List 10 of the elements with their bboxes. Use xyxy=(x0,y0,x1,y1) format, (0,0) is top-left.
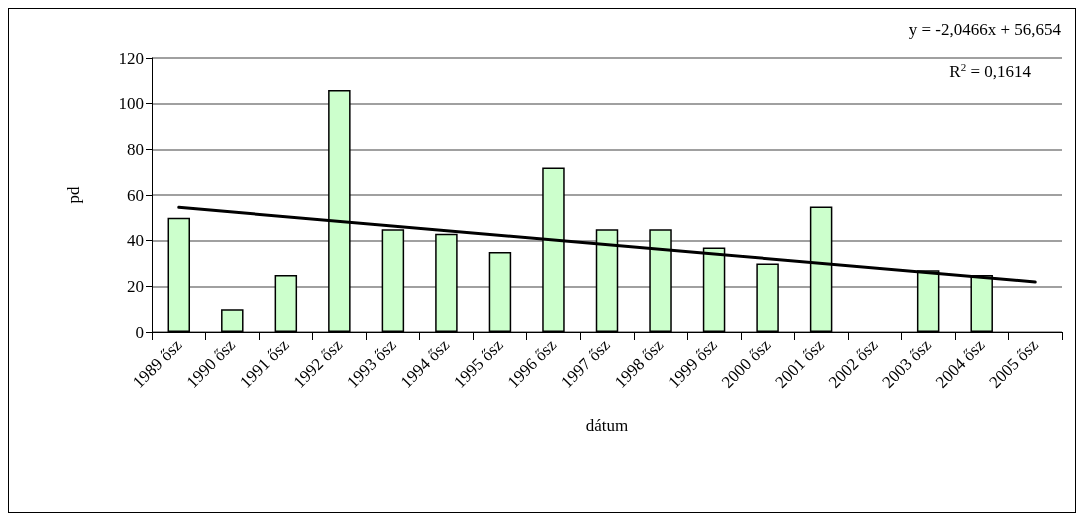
y-axis-title: pd xyxy=(64,186,83,204)
x-axis-title: dátum xyxy=(585,416,629,435)
y-tick-label: 20 xyxy=(127,276,144,296)
y-tick-label: 0 xyxy=(135,322,144,342)
y-tick-label: 80 xyxy=(127,139,144,159)
text: y = -2,0466x + 56,654 xyxy=(908,20,1062,39)
y-tick-label: 40 xyxy=(127,231,144,251)
y-tick-label: 60 xyxy=(127,185,144,205)
y-tick-label: 100 xyxy=(118,94,144,114)
y-tick-label: 120 xyxy=(118,48,144,68)
